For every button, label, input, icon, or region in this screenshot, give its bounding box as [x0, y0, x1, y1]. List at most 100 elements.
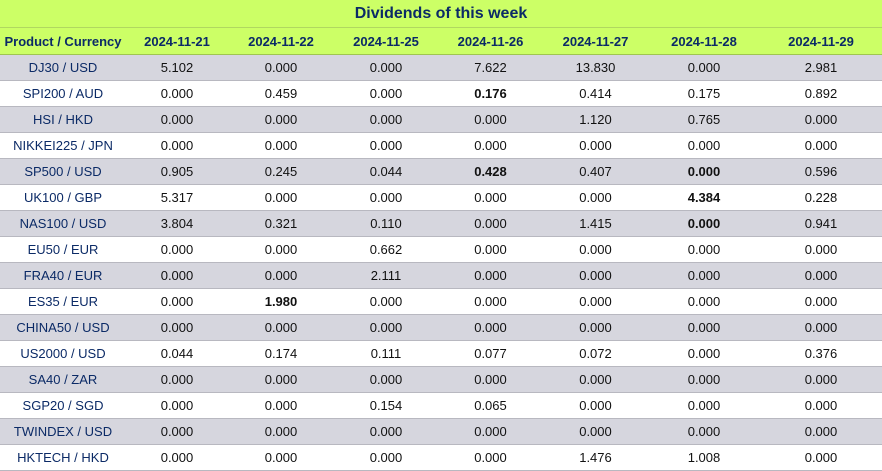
dividend-cell: 13.830: [543, 54, 648, 81]
dividend-cell: 0.000: [648, 54, 760, 81]
dividend-cell: 0.000: [228, 444, 334, 471]
dividend-cell: 0.000: [438, 236, 543, 263]
dividend-cell: 0.000: [438, 132, 543, 159]
product-cell: UK100 / GBP: [0, 184, 126, 211]
dividend-cell: 1.980: [228, 288, 334, 315]
dividend-cell: 0.000: [543, 392, 648, 419]
dividend-cell: 0.000: [228, 392, 334, 419]
dividend-cell: 0.000: [648, 418, 760, 445]
dividend-cell: 0.765: [648, 106, 760, 133]
table-row: SA40 / ZAR 0.000 0.000 0.000 0.000 0.000 0.000…: [0, 366, 882, 393]
dividend-cell: 0.245: [228, 158, 334, 185]
dividend-cell: 0.376: [760, 340, 882, 367]
dividend-cell: 0.000: [543, 262, 648, 289]
header-date: 2024-11-26: [438, 28, 543, 55]
dividend-cell: 0.077: [438, 340, 543, 367]
dividend-cell: 0.000: [648, 210, 760, 237]
dividend-cell: 4.384: [648, 184, 760, 211]
table-row: US2000 / USD 0.044 0.174 0.111 0.077 0.072 0.0…: [0, 340, 882, 367]
dividend-cell: 0.000: [228, 132, 334, 159]
dividend-cell: 0.228: [760, 184, 882, 211]
dividend-cell: 0.000: [334, 314, 438, 341]
dividend-cell: 0.000: [648, 366, 760, 393]
table-row: ES35 / EUR 0.000 1.980 0.000 0.000 0.000 0.000…: [0, 288, 882, 315]
dividend-cell: 0.000: [438, 314, 543, 341]
dividend-cell: 0.414: [543, 80, 648, 107]
dividend-cell: 0.000: [760, 392, 882, 419]
dividend-cell: 0.000: [334, 54, 438, 81]
dividend-cell: 0.000: [228, 262, 334, 289]
dividend-cell: 0.000: [126, 106, 228, 133]
dividend-cell: 2.111: [334, 262, 438, 289]
dividend-cell: 0.000: [760, 132, 882, 159]
dividend-cell: 0.000: [543, 418, 648, 445]
dividend-cell: 0.000: [438, 366, 543, 393]
dividend-cell: 0.000: [126, 392, 228, 419]
dividend-cell: 0.000: [228, 314, 334, 341]
dividend-cell: 0.044: [126, 340, 228, 367]
dividend-cell: 0.000: [648, 236, 760, 263]
dividend-cell: 0.428: [438, 158, 543, 185]
header-date: 2024-11-21: [126, 28, 228, 55]
table-row: SP500 / USD 0.905 0.245 0.044 0.428 0.407 0.00…: [0, 158, 882, 185]
dividend-cell: 2.981: [760, 54, 882, 81]
dividend-cell: 0.000: [228, 366, 334, 393]
dividend-cell: 0.000: [543, 288, 648, 315]
dividend-cell: 0.000: [543, 132, 648, 159]
dividend-cell: 0.065: [438, 392, 543, 419]
dividend-cell: 5.317: [126, 184, 228, 211]
dividend-cell: 0.000: [760, 314, 882, 341]
dividend-cell: 0.000: [648, 262, 760, 289]
dividend-cell: 0.000: [126, 80, 228, 107]
dividend-cell: 0.044: [334, 158, 438, 185]
dividend-cell: 0.000: [126, 288, 228, 315]
dividend-cell: 0.892: [760, 80, 882, 107]
product-cell: EU50 / EUR: [0, 236, 126, 263]
dividend-cell: 0.000: [334, 418, 438, 445]
table-row: NAS100 / USD 3.804 0.321 0.110 0.000 1.415 0.0…: [0, 210, 882, 237]
product-cell: SPI200 / AUD: [0, 80, 126, 107]
dividend-cell: 0.000: [760, 236, 882, 263]
dividend-cell: 0.000: [760, 288, 882, 315]
dividend-cell: 0.000: [228, 54, 334, 81]
product-cell: CHINA50 / USD: [0, 314, 126, 341]
product-cell: NAS100 / USD: [0, 210, 126, 237]
product-cell: SP500 / USD: [0, 158, 126, 185]
table-row: DJ30 / USD 5.102 0.000 0.000 7.622 13.830 0.00…: [0, 54, 882, 81]
dividend-cell: 0.000: [228, 236, 334, 263]
dividend-cell: 0.596: [760, 158, 882, 185]
dividend-cell: 0.000: [648, 158, 760, 185]
dividend-cell: 0.000: [438, 288, 543, 315]
dividend-cell: 0.905: [126, 158, 228, 185]
dividend-cell: 3.804: [126, 210, 228, 237]
dividend-cell: 0.175: [648, 80, 760, 107]
dividend-cell: 0.000: [334, 444, 438, 471]
table-header-row: Product / Currency 2024-11-21 2024-11-22…: [0, 28, 882, 55]
dividend-cell: 0.000: [126, 444, 228, 471]
dividend-cell: 0.000: [126, 366, 228, 393]
product-cell: HSI / HKD: [0, 106, 126, 133]
dividend-cell: 0.000: [760, 418, 882, 445]
dividend-cell: 0.321: [228, 210, 334, 237]
table-row: TWINDEX / USD 0.000 0.000 0.000 0.000 0.000 0.…: [0, 418, 882, 445]
header-date: 2024-11-28: [648, 28, 760, 55]
product-cell: US2000 / USD: [0, 340, 126, 367]
page-title: Dividends of this week: [0, 0, 882, 28]
dividend-cell: 5.102: [126, 54, 228, 81]
dividend-cell: 0.000: [648, 314, 760, 341]
dividend-cell: 0.000: [760, 444, 882, 471]
dividend-cell: 0.000: [334, 184, 438, 211]
dividend-cell: 0.000: [126, 314, 228, 341]
dividend-cell: 0.459: [228, 80, 334, 107]
dividend-cell: 0.000: [334, 288, 438, 315]
dividend-cell: 0.000: [760, 106, 882, 133]
product-cell: DJ30 / USD: [0, 54, 126, 81]
dividend-cell: 0.154: [334, 392, 438, 419]
dividend-cell: 0.000: [543, 184, 648, 211]
table-row: UK100 / GBP 5.317 0.000 0.000 0.000 0.000 4.38…: [0, 184, 882, 211]
dividend-cell: 0.000: [228, 106, 334, 133]
dividend-cell: 0.000: [126, 132, 228, 159]
dividend-cell: 0.000: [648, 288, 760, 315]
table-row: HKTECH / HKD 0.000 0.000 0.000 0.000 1.476 1.0…: [0, 444, 882, 471]
